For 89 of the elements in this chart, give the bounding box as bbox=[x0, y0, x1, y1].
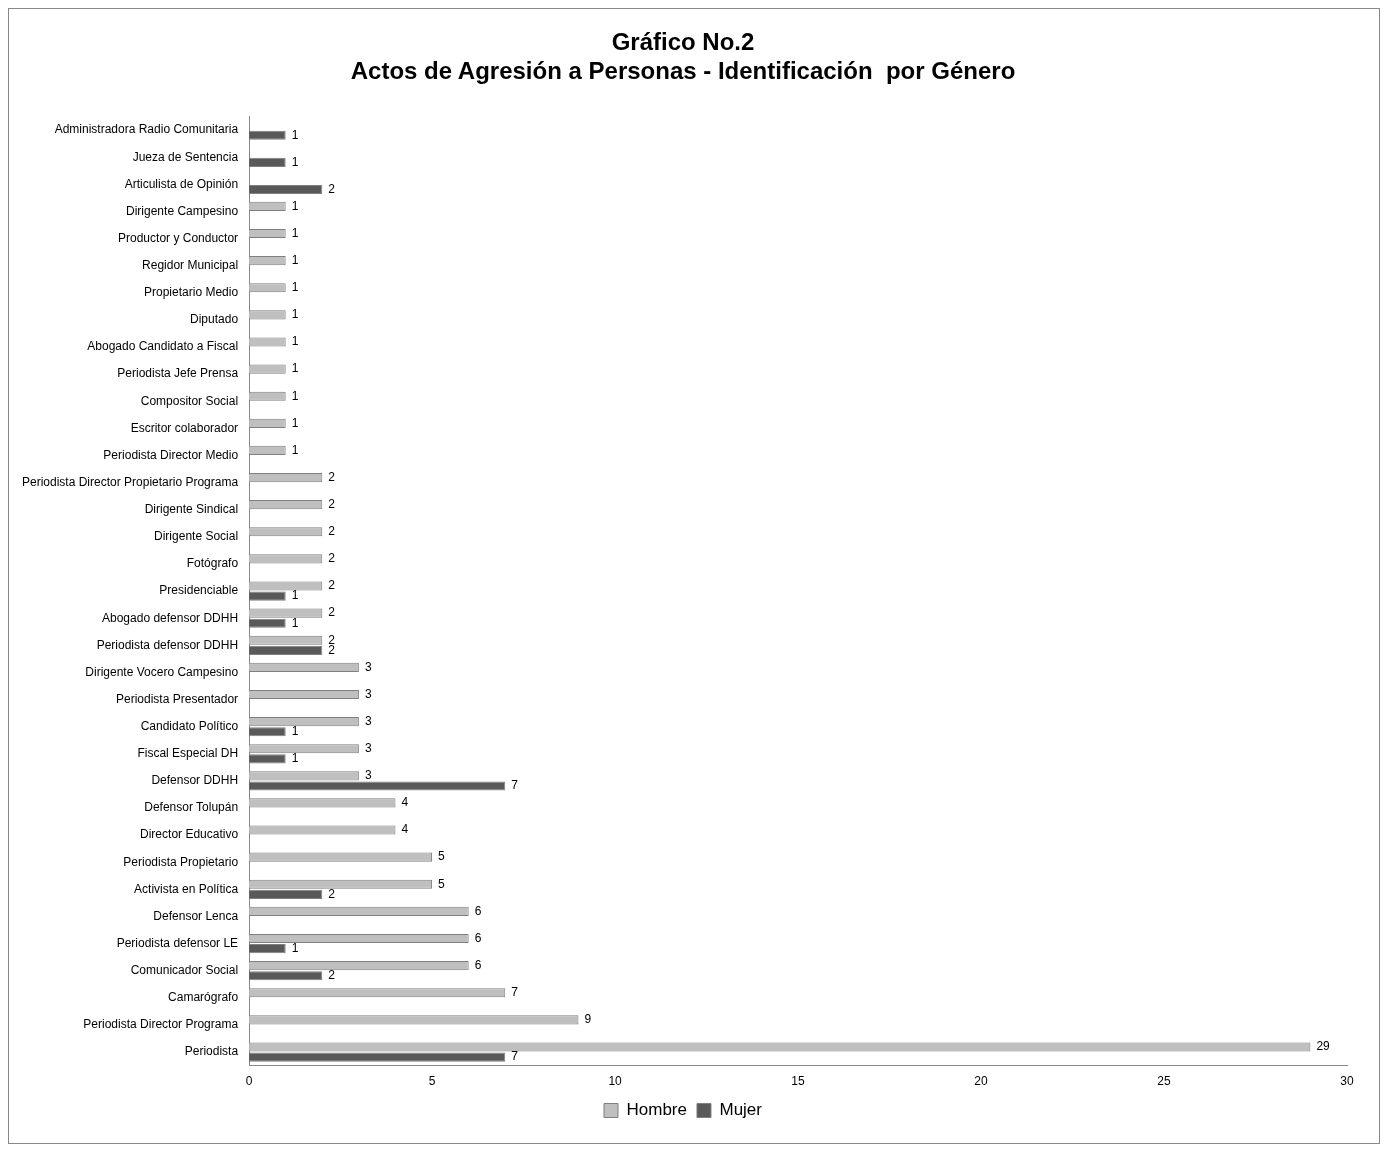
data-label: 1 bbox=[291, 442, 299, 457]
data-label: 6 bbox=[474, 903, 482, 918]
data-label: 2 bbox=[328, 496, 336, 511]
data-label: 2 bbox=[328, 968, 336, 983]
legend-label: Hombre bbox=[626, 1100, 687, 1120]
y-tick-label: Candidato Político bbox=[140, 718, 239, 733]
y-tick-label: Dirigente Campesino bbox=[126, 203, 239, 218]
data-label: 2 bbox=[328, 886, 336, 901]
data-label: 2 bbox=[328, 524, 336, 539]
y-tick-label: Dirigente Social bbox=[154, 529, 239, 544]
y-tick-label: Productor y Conductor bbox=[118, 230, 239, 245]
x-tick-label: 25 bbox=[1157, 1074, 1172, 1089]
data-label: 1 bbox=[291, 127, 299, 142]
y-tick-label: Periodista Jefe Prensa bbox=[117, 366, 239, 381]
data-label: 6 bbox=[474, 957, 482, 972]
data-label: 7 bbox=[511, 985, 519, 1000]
data-label: 3 bbox=[364, 768, 372, 783]
y-tick-label: Periodista Presentador bbox=[116, 691, 239, 706]
y-tick-label: Abogado defensor DDHH bbox=[102, 610, 239, 625]
y-tick-label: Presidenciable bbox=[159, 583, 239, 598]
y-tick-label: Periodista Director Medio bbox=[103, 447, 239, 462]
y-tick-label: Camarógrafo bbox=[168, 990, 239, 1005]
chart-title: Gráfico No.2 bbox=[611, 28, 755, 56]
data-label: 1 bbox=[291, 724, 299, 739]
y-tick-label: Dirigente Vocero Campesino bbox=[85, 664, 239, 679]
data-label: 1 bbox=[291, 225, 299, 240]
data-label: 1 bbox=[291, 415, 299, 430]
data-label: 7 bbox=[511, 778, 519, 793]
data-label: 1 bbox=[291, 388, 299, 403]
y-tick-label: Periodista Propietario bbox=[123, 854, 239, 869]
data-label: 6 bbox=[474, 930, 482, 945]
y-tick-label: Abogado Candidato a Fiscal bbox=[87, 339, 239, 354]
data-label: 2 bbox=[328, 578, 336, 593]
y-tick-label: Articulista de Opinión bbox=[124, 176, 239, 191]
y-tick-label: Administradora Radio Comunitaria bbox=[54, 122, 239, 137]
x-tick-label: 5 bbox=[428, 1074, 436, 1089]
x-tick-label: 10 bbox=[608, 1074, 623, 1089]
y-tick-label: Compositor Social bbox=[140, 393, 239, 408]
data-label: 3 bbox=[364, 659, 372, 674]
y-tick-label: Diputado bbox=[190, 312, 239, 327]
data-label: 1 bbox=[291, 198, 299, 213]
data-label: 2 bbox=[328, 551, 336, 566]
y-tick-label: Dirigente Sindical bbox=[144, 502, 239, 517]
y-tick-label: Periodista Director Propietario Programa bbox=[21, 474, 239, 489]
data-label: 2 bbox=[328, 605, 336, 620]
data-label: 1 bbox=[291, 252, 299, 267]
data-label: 1 bbox=[291, 154, 299, 169]
x-tick-label: 30 bbox=[1340, 1074, 1354, 1089]
data-label: 29 bbox=[1316, 1039, 1331, 1054]
y-tick-label: Periodista bbox=[184, 1044, 239, 1059]
y-tick-label: Defensor Lenca bbox=[153, 908, 239, 923]
x-tick-label: 15 bbox=[791, 1074, 806, 1089]
data-label: 3 bbox=[364, 741, 372, 756]
y-tick-label: Director Educativo bbox=[140, 827, 239, 842]
legend-label: Mujer bbox=[719, 1100, 763, 1120]
data-label: 1 bbox=[291, 588, 299, 603]
y-tick-label: Escritor colaborador bbox=[130, 420, 239, 435]
x-tick-label: 20 bbox=[974, 1074, 989, 1089]
data-label: 4 bbox=[401, 795, 409, 810]
data-label: 2 bbox=[328, 181, 336, 196]
chart-subtitle: Actos de Agresión a Personas - Identificación por Género bbox=[350, 56, 1016, 84]
data-label: 5 bbox=[438, 876, 446, 891]
y-tick-label: Defensor DDHH bbox=[151, 773, 239, 788]
x-tick-label: 0 bbox=[245, 1074, 253, 1089]
data-label: 1 bbox=[291, 940, 299, 955]
data-label: 9 bbox=[584, 1012, 592, 1027]
data-label: 3 bbox=[364, 713, 372, 728]
data-label: 3 bbox=[364, 686, 372, 701]
y-tick-label: Activista en Política bbox=[134, 881, 239, 896]
y-tick-label: Regidor Municipal bbox=[142, 258, 239, 273]
data-label: 1 bbox=[291, 361, 299, 376]
y-tick-label: Periodista defensor DDHH bbox=[96, 637, 239, 652]
data-label: 1 bbox=[291, 334, 299, 349]
data-label: 1 bbox=[291, 307, 299, 322]
y-tick-label: Periodista defensor LE bbox=[116, 935, 239, 950]
y-tick-label: Fiscal Especial DH bbox=[137, 746, 239, 761]
data-label: 1 bbox=[291, 751, 299, 766]
y-tick-label: Comunicador Social bbox=[130, 963, 239, 978]
y-tick-label: Propietario Medio bbox=[144, 285, 239, 300]
data-label: 1 bbox=[291, 280, 299, 295]
data-label: 2 bbox=[328, 469, 336, 484]
data-label: 5 bbox=[438, 849, 446, 864]
y-tick-label: Periodista Director Programa bbox=[83, 1017, 239, 1032]
data-label: 1 bbox=[291, 615, 299, 630]
y-tick-label: Defensor Tolupán bbox=[144, 800, 239, 815]
y-tick-label: Jueza de Sentencia bbox=[132, 149, 239, 164]
data-label: 4 bbox=[401, 822, 409, 837]
y-tick-label: Fotógrafo bbox=[186, 556, 239, 571]
data-label: 7 bbox=[511, 1049, 519, 1064]
